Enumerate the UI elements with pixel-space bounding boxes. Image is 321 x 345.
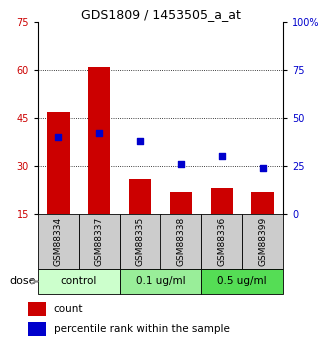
- Text: GSM88399: GSM88399: [258, 217, 267, 266]
- Bar: [201, 214, 242, 269]
- Text: GSM88337: GSM88337: [95, 217, 104, 266]
- Point: [219, 154, 224, 159]
- Bar: [201, 269, 283, 294]
- Point: [260, 165, 265, 171]
- Text: percentile rank within the sample: percentile rank within the sample: [54, 324, 230, 334]
- Bar: [28, 322, 46, 336]
- Bar: [160, 214, 201, 269]
- Bar: [211, 188, 233, 214]
- Text: GSM88336: GSM88336: [217, 217, 226, 266]
- Text: GSM88338: GSM88338: [177, 217, 186, 266]
- Point: [137, 138, 143, 144]
- Text: 0.5 ug/ml: 0.5 ug/ml: [217, 276, 267, 286]
- Bar: [170, 191, 192, 214]
- Text: control: control: [61, 276, 97, 286]
- Bar: [242, 214, 283, 269]
- Bar: [88, 67, 110, 214]
- Bar: [38, 269, 120, 294]
- Bar: [79, 214, 120, 269]
- Point: [97, 131, 102, 136]
- Text: count: count: [54, 304, 83, 314]
- Title: GDS1809 / 1453505_a_at: GDS1809 / 1453505_a_at: [81, 8, 240, 21]
- Text: dose: dose: [9, 276, 36, 286]
- Point: [178, 161, 184, 167]
- Text: 0.1 ug/ml: 0.1 ug/ml: [136, 276, 185, 286]
- Bar: [47, 111, 70, 214]
- Bar: [120, 214, 160, 269]
- Bar: [129, 179, 151, 214]
- Bar: [251, 191, 274, 214]
- Point: [56, 135, 61, 140]
- Text: GSM88334: GSM88334: [54, 217, 63, 266]
- Bar: [38, 214, 79, 269]
- Text: GSM88335: GSM88335: [135, 217, 144, 266]
- Bar: [120, 269, 201, 294]
- Bar: [28, 302, 46, 316]
